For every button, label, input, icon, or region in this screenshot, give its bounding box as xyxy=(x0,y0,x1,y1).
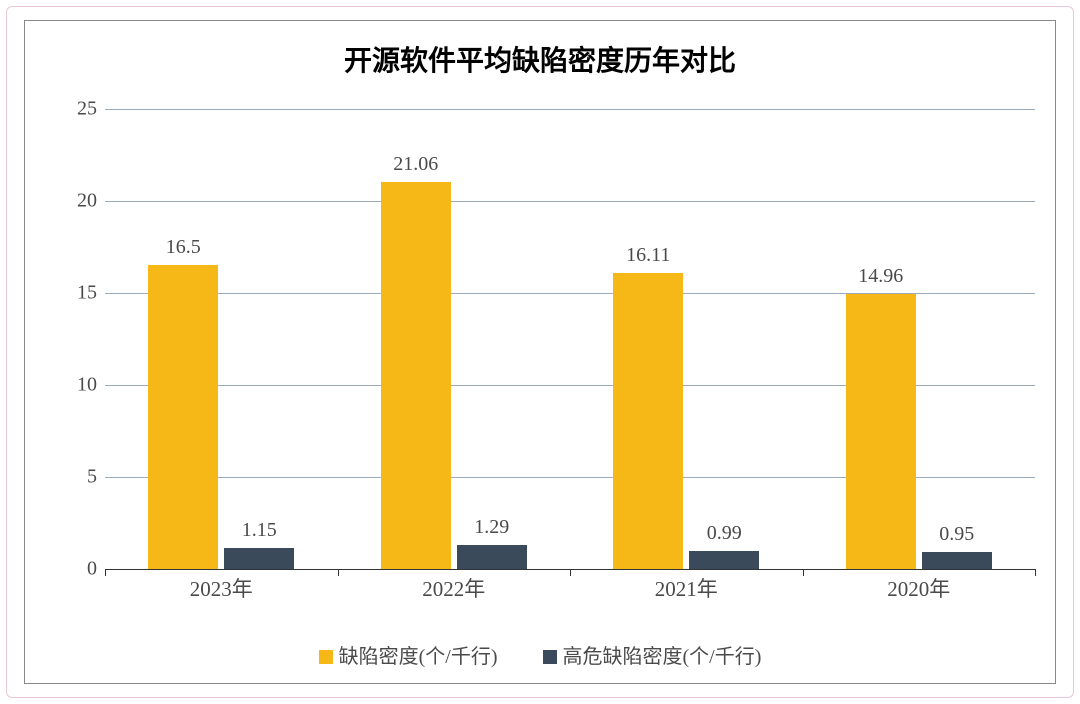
bar-value-label: 1.29 xyxy=(432,516,552,539)
y-tick-label: 5 xyxy=(47,466,97,489)
bar-value-label: 21.06 xyxy=(356,153,476,176)
legend-swatch-1 xyxy=(543,650,557,664)
legend: 缺陷密度(个/千行) 高危缺陷密度(个/千行) xyxy=(25,640,1055,669)
legend-item-series-1: 高危缺陷密度(个/千行) xyxy=(543,640,762,669)
bar-series-1 xyxy=(224,548,294,569)
legend-item-series-0: 缺陷密度(个/千行) xyxy=(319,640,498,669)
y-tick-label: 15 xyxy=(47,282,97,305)
y-tick-label: 10 xyxy=(47,374,97,397)
bar-value-label: 14.96 xyxy=(821,265,941,288)
y-tick-label: 0 xyxy=(47,558,97,581)
x-tick-mark xyxy=(570,569,571,576)
x-tick-label: 2022年 xyxy=(354,573,554,603)
bar-series-1 xyxy=(689,551,759,569)
bar-value-label: 0.95 xyxy=(897,523,1017,546)
legend-swatch-0 xyxy=(319,650,333,664)
bar-value-label: 0.99 xyxy=(664,522,784,545)
legend-label-0: 缺陷密度(个/千行) xyxy=(339,646,498,668)
bar-series-1 xyxy=(457,545,527,569)
bar-value-label: 16.11 xyxy=(588,244,708,267)
chart-title: 开源软件平均缺陷密度历年对比 xyxy=(25,39,1055,79)
plot-area: 05101520252023年16.51.152022年21.061.29202… xyxy=(105,109,1035,569)
y-tick-label: 25 xyxy=(47,98,97,121)
x-tick-label: 2020年 xyxy=(819,573,1019,603)
x-tick-label: 2021年 xyxy=(586,573,786,603)
x-tick-mark xyxy=(803,569,804,576)
chart-container: 开源软件平均缺陷密度历年对比 0 5 10 15 20 25 2023年 16.5 1.15 20… xyxy=(24,20,1056,684)
gridline xyxy=(105,109,1035,110)
bar-value-label: 16.5 xyxy=(123,236,243,259)
gridline xyxy=(105,201,1035,202)
x-tick-label: 2023年 xyxy=(121,573,321,603)
x-tick-mark xyxy=(338,569,339,576)
bar-series-1 xyxy=(922,552,992,569)
x-tick-mark xyxy=(1035,569,1036,576)
legend-label-1: 高危缺陷密度(个/千行) xyxy=(563,646,762,668)
y-tick-label: 20 xyxy=(47,190,97,213)
bar-value-label: 1.15 xyxy=(199,519,319,542)
bar-series-0 xyxy=(381,182,451,570)
x-tick-mark xyxy=(105,569,106,576)
